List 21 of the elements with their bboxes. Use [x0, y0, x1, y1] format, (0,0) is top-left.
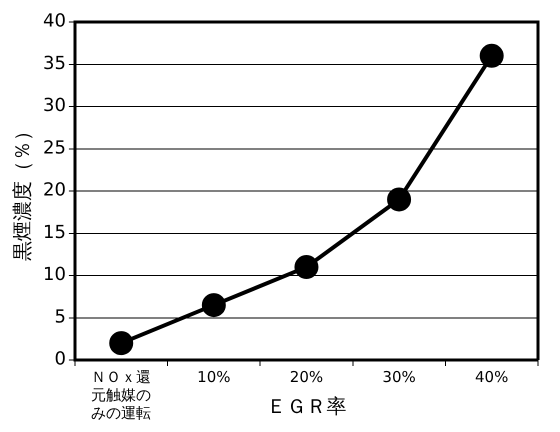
point: [387, 187, 412, 212]
y-tick-label: 25: [43, 137, 66, 158]
y-tick-label: 40: [43, 10, 66, 32]
y-tick-label: 35: [43, 52, 66, 74]
x-tick-label: ＮＯｘ還元触媒のみの運転: [91, 368, 152, 422]
y-tick-label: 0: [54, 348, 66, 370]
point: [202, 293, 226, 318]
point: [294, 255, 318, 280]
x-tick-label: 30%: [382, 368, 416, 386]
point: [109, 331, 134, 356]
point: [480, 44, 504, 68]
x-tick-label: 40%: [475, 368, 508, 386]
y-tick-label: 20: [43, 180, 66, 201]
y-tick-label: 30: [43, 95, 66, 116]
x-tick-label: 20%: [290, 368, 324, 386]
y-tick-label: 15: [43, 222, 66, 243]
x-axis-title: ＥＧＲ率: [266, 394, 346, 418]
y-axis-title: 黒煙濃度（％）: [10, 121, 34, 261]
y-tick-label: 5: [54, 306, 66, 328]
x-tick-label: 10%: [197, 368, 231, 386]
y-tick-label: 10: [43, 264, 66, 286]
